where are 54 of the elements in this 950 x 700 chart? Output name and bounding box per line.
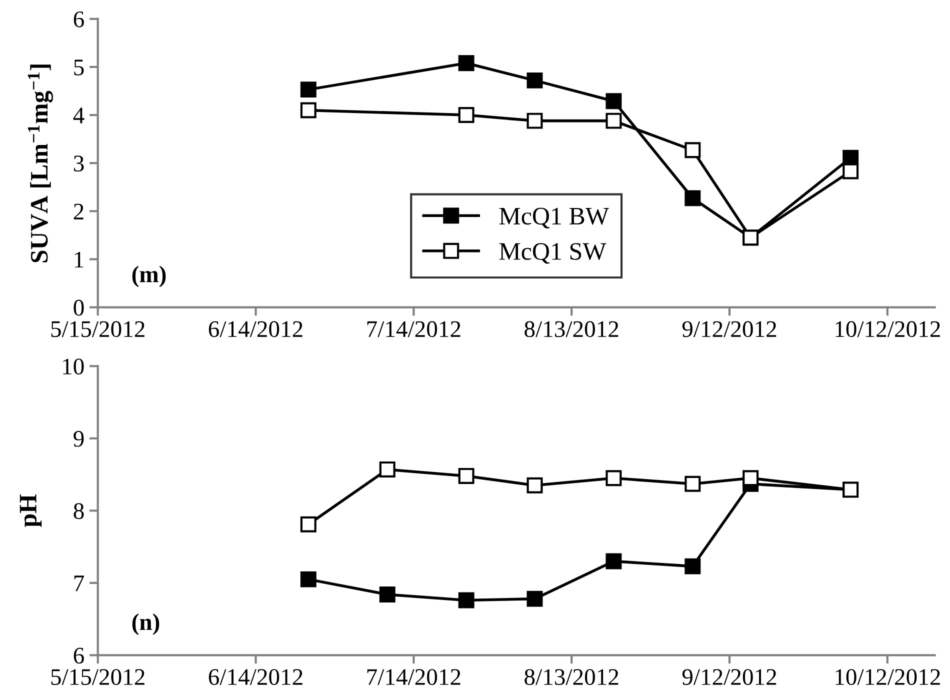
point [606,553,622,570]
legend-label: McQ1 BW [499,208,609,228]
x-tick-label: 6/14/2012 [208,321,302,338]
y-axis-title: SUVA [Lm$^{−1}$mg$^{−1}$] [28,64,54,262]
x-tick-label: 8/13/2012 [524,321,618,338]
point [379,586,396,602]
point [684,558,701,574]
x-tick-label: 7/14/2012 [367,669,460,686]
point [458,107,474,124]
x-tick-label: 9/12/2012 [682,669,776,686]
point [526,477,543,494]
y-axis-title: pH [20,494,42,528]
point [606,93,622,110]
point [742,470,759,486]
y-tick-label: 8 [74,503,84,520]
x-tick-label: 6/14/2012 [208,669,302,686]
point [606,470,622,486]
point [300,571,316,588]
legend-label: McQ1 SW [499,243,606,264]
point [684,142,701,158]
x-tick-label: 10/12/2012 [836,669,940,686]
x-tick-label: 10/12/2012 [836,321,940,338]
point [526,590,543,607]
y-tick-label: 3 [74,156,84,172]
point [379,461,396,478]
y-tick-label: 6 [74,11,84,28]
y-tick-label: 9 [74,430,84,447]
x-tick-label: 9/12/2012 [682,321,776,338]
annotation: (m) [132,266,166,288]
point [458,468,474,484]
point [684,190,701,206]
y-tick-label: 6 [74,648,84,664]
y-tick-label: 4 [73,108,84,124]
y-tick-label: 2 [74,204,84,220]
point [300,516,316,532]
x-tick-label: 8/13/2012 [524,669,618,686]
point [300,102,316,118]
point [458,55,474,72]
point [526,112,543,129]
y-tick-label: 7 [74,576,84,592]
point [606,112,622,129]
point [526,72,543,88]
point [300,82,316,98]
point [842,163,859,180]
y-tick-label: 10 [63,358,84,375]
y-tick-label: 5 [74,60,84,76]
point [458,592,474,608]
annotation: (n) [132,614,160,635]
point [684,476,701,492]
y-tick-label: 1 [74,252,84,268]
x-tick-label: 5/15/2012 [51,669,144,686]
x-tick-label: 5/15/2012 [51,321,144,338]
x-tick-label: 7/14/2012 [367,321,460,338]
y-tick-label: 0 [74,300,84,316]
